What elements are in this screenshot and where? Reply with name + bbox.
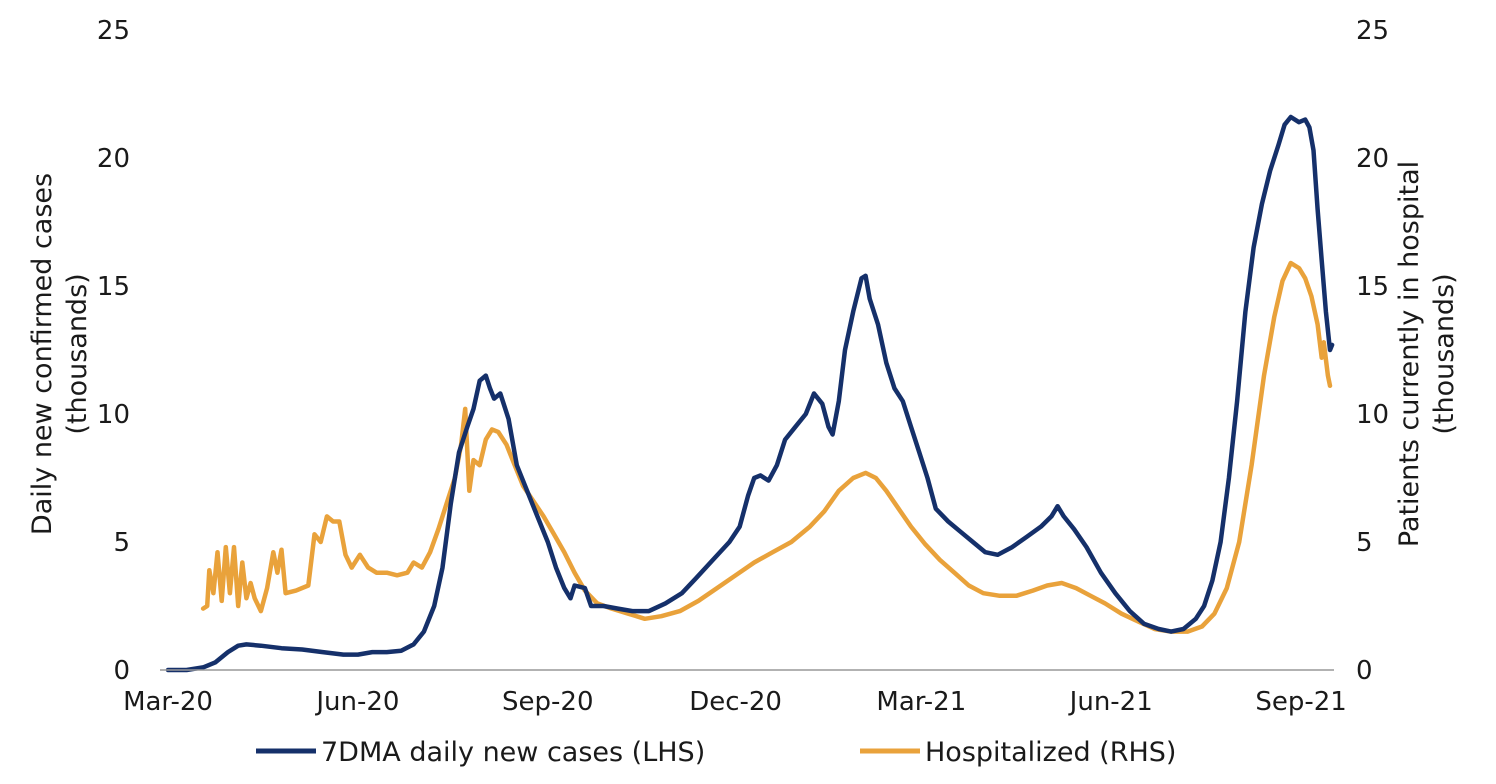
x-axis-ticks: Mar-20 Jun-20 Sep-20 Dec-20 Mar-21 Jun-21 Sep-… bbox=[123, 687, 1347, 717]
x-tick-label: Jun-20 bbox=[314, 687, 399, 717]
left-tick-label: 20 bbox=[97, 144, 130, 174]
left-tick-label: 25 bbox=[97, 16, 130, 46]
legend-label-hospitalized: Hospitalized (RHS) bbox=[925, 737, 1176, 768]
series-line-hospitalized bbox=[200, 260, 1333, 634]
right-tick-label: 15 bbox=[1356, 272, 1389, 302]
left-axis-title-line2: (thousands) bbox=[62, 273, 93, 434]
right-axis-ticks: 0 5 10 15 20 25 bbox=[1356, 16, 1389, 686]
series-line-cases bbox=[165, 114, 1335, 673]
x-tick-label: Mar-20 bbox=[123, 687, 213, 717]
left-tick-label: 0 bbox=[113, 656, 130, 686]
left-tick-label: 5 bbox=[113, 528, 130, 558]
right-axis-title-line1: Patients currently in hospital bbox=[1394, 161, 1425, 547]
right-tick-label: 10 bbox=[1356, 400, 1389, 430]
right-axis-title-line2: (thousands) bbox=[1429, 273, 1460, 434]
left-axis-ticks: 0 5 10 15 20 25 bbox=[97, 16, 130, 686]
x-tick-label: Jun-21 bbox=[1068, 687, 1153, 717]
right-tick-label: 25 bbox=[1356, 16, 1389, 46]
x-tick-label: Mar-21 bbox=[876, 687, 966, 717]
series-layer bbox=[165, 114, 1335, 673]
x-tick-label: Dec-20 bbox=[689, 687, 782, 717]
right-tick-label: 5 bbox=[1356, 528, 1373, 558]
x-tick-label: Sep-21 bbox=[1255, 687, 1346, 717]
left-tick-label: 15 bbox=[97, 272, 130, 302]
right-tick-label: 20 bbox=[1356, 144, 1389, 174]
left-axis-title-line1: Daily new confirmed cases bbox=[27, 173, 58, 535]
legend: 7DMA daily new cases (LHS) Hospitalized … bbox=[256, 737, 1176, 768]
left-tick-label: 10 bbox=[97, 400, 130, 430]
x-tick-label: Sep-20 bbox=[502, 687, 593, 717]
legend-label-cases: 7DMA daily new cases (LHS) bbox=[321, 737, 705, 768]
right-tick-label: 0 bbox=[1356, 656, 1373, 686]
